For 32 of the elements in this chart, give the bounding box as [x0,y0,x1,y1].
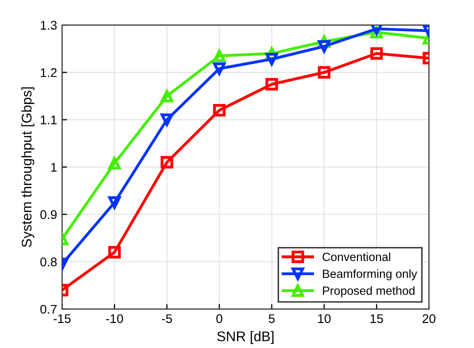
point [108,246,121,258]
x-tick-label: 5 [268,314,275,324]
point [318,40,330,53]
legend-label: Proposed method [322,286,414,298]
x-tick-label: -15 [54,314,71,324]
y-tick-label: 1.3 [40,20,57,30]
y-tick-label: 1.2 [40,68,57,77]
x-tick-label: -10 [106,314,124,324]
point [108,196,121,209]
legend-label: Conventional [322,252,390,262]
y-tick-label: 0.8 [40,257,57,266]
y-tick-label: 1 [51,162,57,172]
legend-label: Beamforming only [322,269,418,280]
x-tick-label: 15 [370,314,383,324]
point [318,66,330,79]
point [370,25,383,36]
x-tick-label: 0 [216,314,222,324]
y-axis-title: System throughput [Gbps] [21,87,34,248]
x-axis-title: SNR [dB] [217,331,274,344]
y-tick-label: 0.7 [40,304,57,314]
x-tick-label: 20 [422,314,436,324]
point [160,156,174,169]
point [265,78,278,90]
point [213,104,226,116]
point [370,47,383,60]
point [160,90,174,102]
x-tick-label: 10 [318,314,331,324]
x-tick-label: -5 [162,314,172,324]
y-tick-label: 0.9 [40,210,57,220]
point [213,50,226,62]
y-tick-label: 1.1 [40,116,57,124]
point [213,62,226,75]
